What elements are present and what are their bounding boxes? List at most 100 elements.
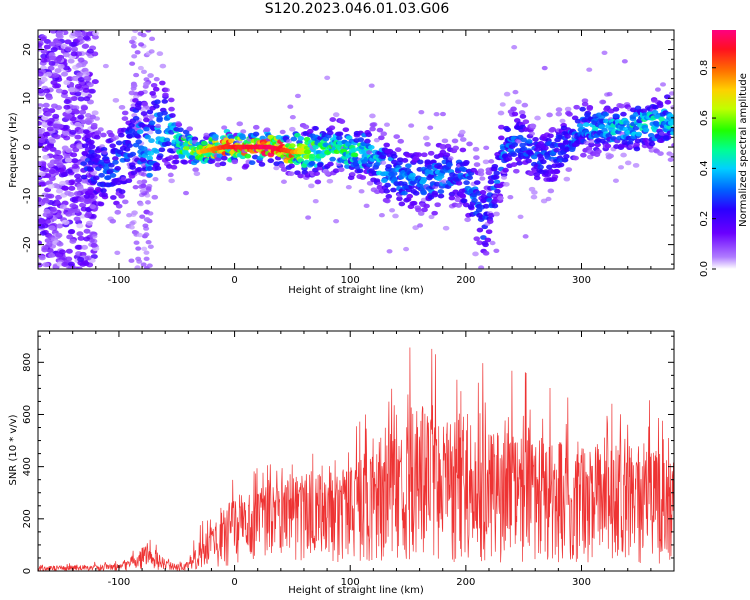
spectrogram-cell xyxy=(128,122,135,128)
spectrogram-cell xyxy=(391,176,398,182)
spectrogram-cells xyxy=(38,30,674,269)
spectrogram-cell xyxy=(132,116,140,121)
spectrogram-cell xyxy=(129,61,136,66)
snr-panel: -100 0 100 200 300 0 200 400 600 800 Height of s… xyxy=(8,330,675,596)
spectrogram-cell xyxy=(212,133,219,139)
spectrogram-cell xyxy=(447,156,454,161)
spectrogram-cell xyxy=(120,176,127,182)
spectrogram-cell xyxy=(77,77,85,83)
spectrogram-cell xyxy=(459,193,467,199)
spectrogram-cell xyxy=(572,155,579,161)
spectrogram-cell xyxy=(498,135,505,141)
spectrogram-cell xyxy=(332,168,340,174)
spectrogram-cell xyxy=(45,95,53,101)
x-tick-label: 200 xyxy=(456,577,475,588)
spectrogram-cell xyxy=(161,110,168,116)
spectrogram-cell xyxy=(423,203,430,209)
spectrogram-cell xyxy=(670,105,674,110)
spectrogram-cell xyxy=(544,172,552,178)
spectrogram-cell xyxy=(48,225,56,231)
spectrogram-cell xyxy=(69,129,77,135)
spectrogram-cell xyxy=(380,160,387,165)
spectrogram-cell xyxy=(66,234,74,240)
spectrogram-cell xyxy=(136,129,144,135)
spectrogram-cell xyxy=(63,80,71,86)
spectrogram-cell xyxy=(38,262,43,268)
spectrogram-cell xyxy=(102,165,110,171)
spectrogram-cell xyxy=(54,149,62,155)
spectrogram-cell xyxy=(82,87,90,93)
spectrogram-cell xyxy=(324,150,331,155)
spectrogram-cell xyxy=(88,144,96,150)
spectrogram-cell xyxy=(314,179,322,185)
spectrogram-cell xyxy=(476,227,484,233)
spectrogram-cell xyxy=(489,240,496,246)
colorbar-tick-label: 0.0 xyxy=(699,261,710,277)
spectrogram-cell xyxy=(56,123,64,129)
spectrogram-cell xyxy=(146,109,154,115)
spectrogram-cell xyxy=(147,244,154,249)
spectrogram-cell xyxy=(550,176,558,182)
spectrogram-cell xyxy=(81,178,89,184)
spectrogram-cell xyxy=(67,208,75,214)
spectrogram-cell xyxy=(303,149,312,155)
spectrogram-cell xyxy=(366,180,374,186)
spectrogram-cell xyxy=(186,126,194,132)
spectrogram-cell xyxy=(149,36,156,42)
spectrogram-cell xyxy=(620,111,627,117)
y-tick-label: 400 xyxy=(22,457,33,476)
spectrogram-cell xyxy=(493,170,501,176)
spectrogram-cell xyxy=(48,41,56,47)
spectrogram-cell xyxy=(147,129,154,135)
spectrogram-cell xyxy=(392,213,399,219)
spectrogram-cell xyxy=(378,188,386,194)
spectrogram-cell xyxy=(376,127,384,133)
spectrogram-cell xyxy=(472,251,479,257)
spectrogram-cell xyxy=(77,35,85,41)
spectrogram-cell xyxy=(38,88,44,94)
spectrogram-cell xyxy=(132,30,139,34)
spectrogram-cell xyxy=(464,217,471,223)
spectrogram-cell xyxy=(83,75,91,81)
spectrogram-cell xyxy=(386,249,393,254)
spectrogram-cell xyxy=(118,104,126,110)
x-tick-label: 100 xyxy=(341,577,360,588)
spectrogram-cell xyxy=(668,91,674,96)
spectrogram-cell xyxy=(441,138,449,144)
spectrogram-cell xyxy=(152,86,160,92)
spectrogram-cell xyxy=(390,171,398,177)
spectrogram-cell xyxy=(290,136,298,142)
spectrogram-cell xyxy=(59,204,67,210)
spectrogram-cell xyxy=(115,140,123,146)
spectrogram-cell xyxy=(493,248,500,254)
spectrogram-cell xyxy=(43,44,51,50)
spectrogram-cell xyxy=(40,53,48,59)
spectrogram-cell xyxy=(85,207,93,213)
spectrogram-cell xyxy=(79,251,87,257)
spectrogram-cell xyxy=(479,190,487,195)
spectrogram-cell xyxy=(434,202,441,208)
spectrogram-cell xyxy=(327,161,334,167)
spectrogram-cell xyxy=(38,171,46,177)
spectrogram-cell xyxy=(90,122,98,128)
spectrogram-cell xyxy=(444,143,452,149)
spectrogram-cell xyxy=(408,123,415,128)
spectrogram-cell xyxy=(416,159,424,165)
spectrogram-cell xyxy=(84,255,92,261)
spectrogram-cell xyxy=(123,146,131,152)
spectrogram-cell xyxy=(153,77,160,82)
spectrogram-cell xyxy=(62,52,70,58)
spectrogram-cell xyxy=(478,265,485,269)
spectrogram-cell xyxy=(534,115,541,121)
spectrogram-cell xyxy=(62,130,70,136)
spectrogram-cell xyxy=(147,211,154,216)
spectrogram-cell xyxy=(112,156,119,161)
spectrogram-cell xyxy=(183,190,190,196)
spectrogram-cell xyxy=(161,99,169,104)
x-tick-label: 200 xyxy=(456,275,475,286)
spectrogram-cell xyxy=(107,168,115,174)
spectrogram-cell xyxy=(459,147,467,153)
spectrogram-cell xyxy=(148,49,155,54)
spectrogram-cell xyxy=(139,107,146,112)
